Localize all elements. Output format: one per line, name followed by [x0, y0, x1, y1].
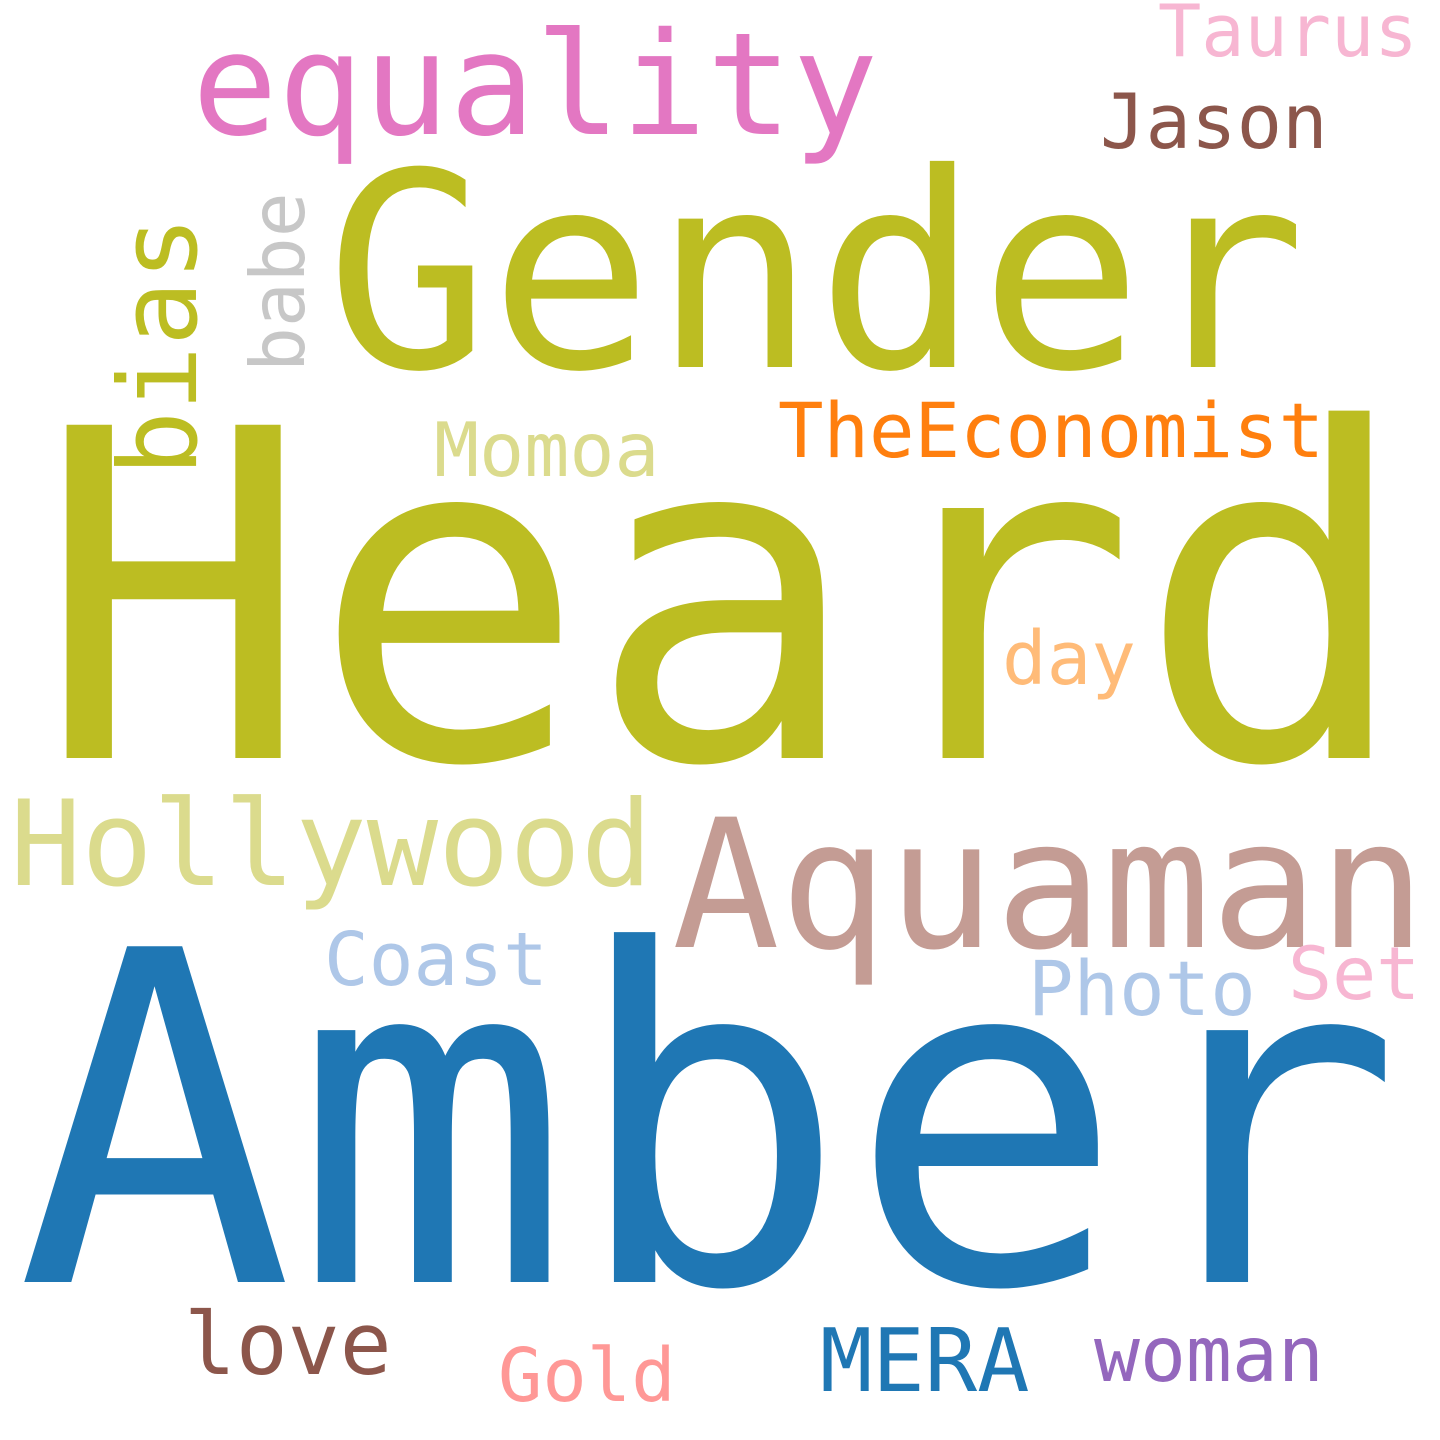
word-gender: Gender: [326, 115, 1307, 432]
word-heard: Heard: [36, 333, 1413, 866]
word-equality: equality: [192, 2, 879, 168]
word-jason: Jason: [1100, 78, 1328, 166]
word-hollywood: Hollywood: [10, 774, 653, 913]
word-momoa: Momoa: [434, 405, 660, 494]
word-aquaman: Aquaman: [672, 781, 1426, 990]
word-babe: babe: [234, 192, 322, 372]
word-woman: woman: [1094, 1311, 1324, 1400]
word-photo: Photo: [1028, 945, 1256, 1033]
word-mera: MERA: [820, 1309, 1030, 1412]
word-love: love: [184, 1295, 392, 1395]
word-day: day: [1002, 616, 1136, 702]
word-taurus: Taurus: [1158, 0, 1418, 73]
word-amber: Amber: [16, 854, 1403, 1391]
word-set: Set: [1288, 931, 1421, 1017]
word-theeconomist: TheEconomist: [778, 387, 1325, 475]
word-gold: Gold: [498, 1334, 676, 1419]
word-coast: Coast: [324, 916, 548, 1003]
word-bias: bias: [97, 215, 222, 476]
